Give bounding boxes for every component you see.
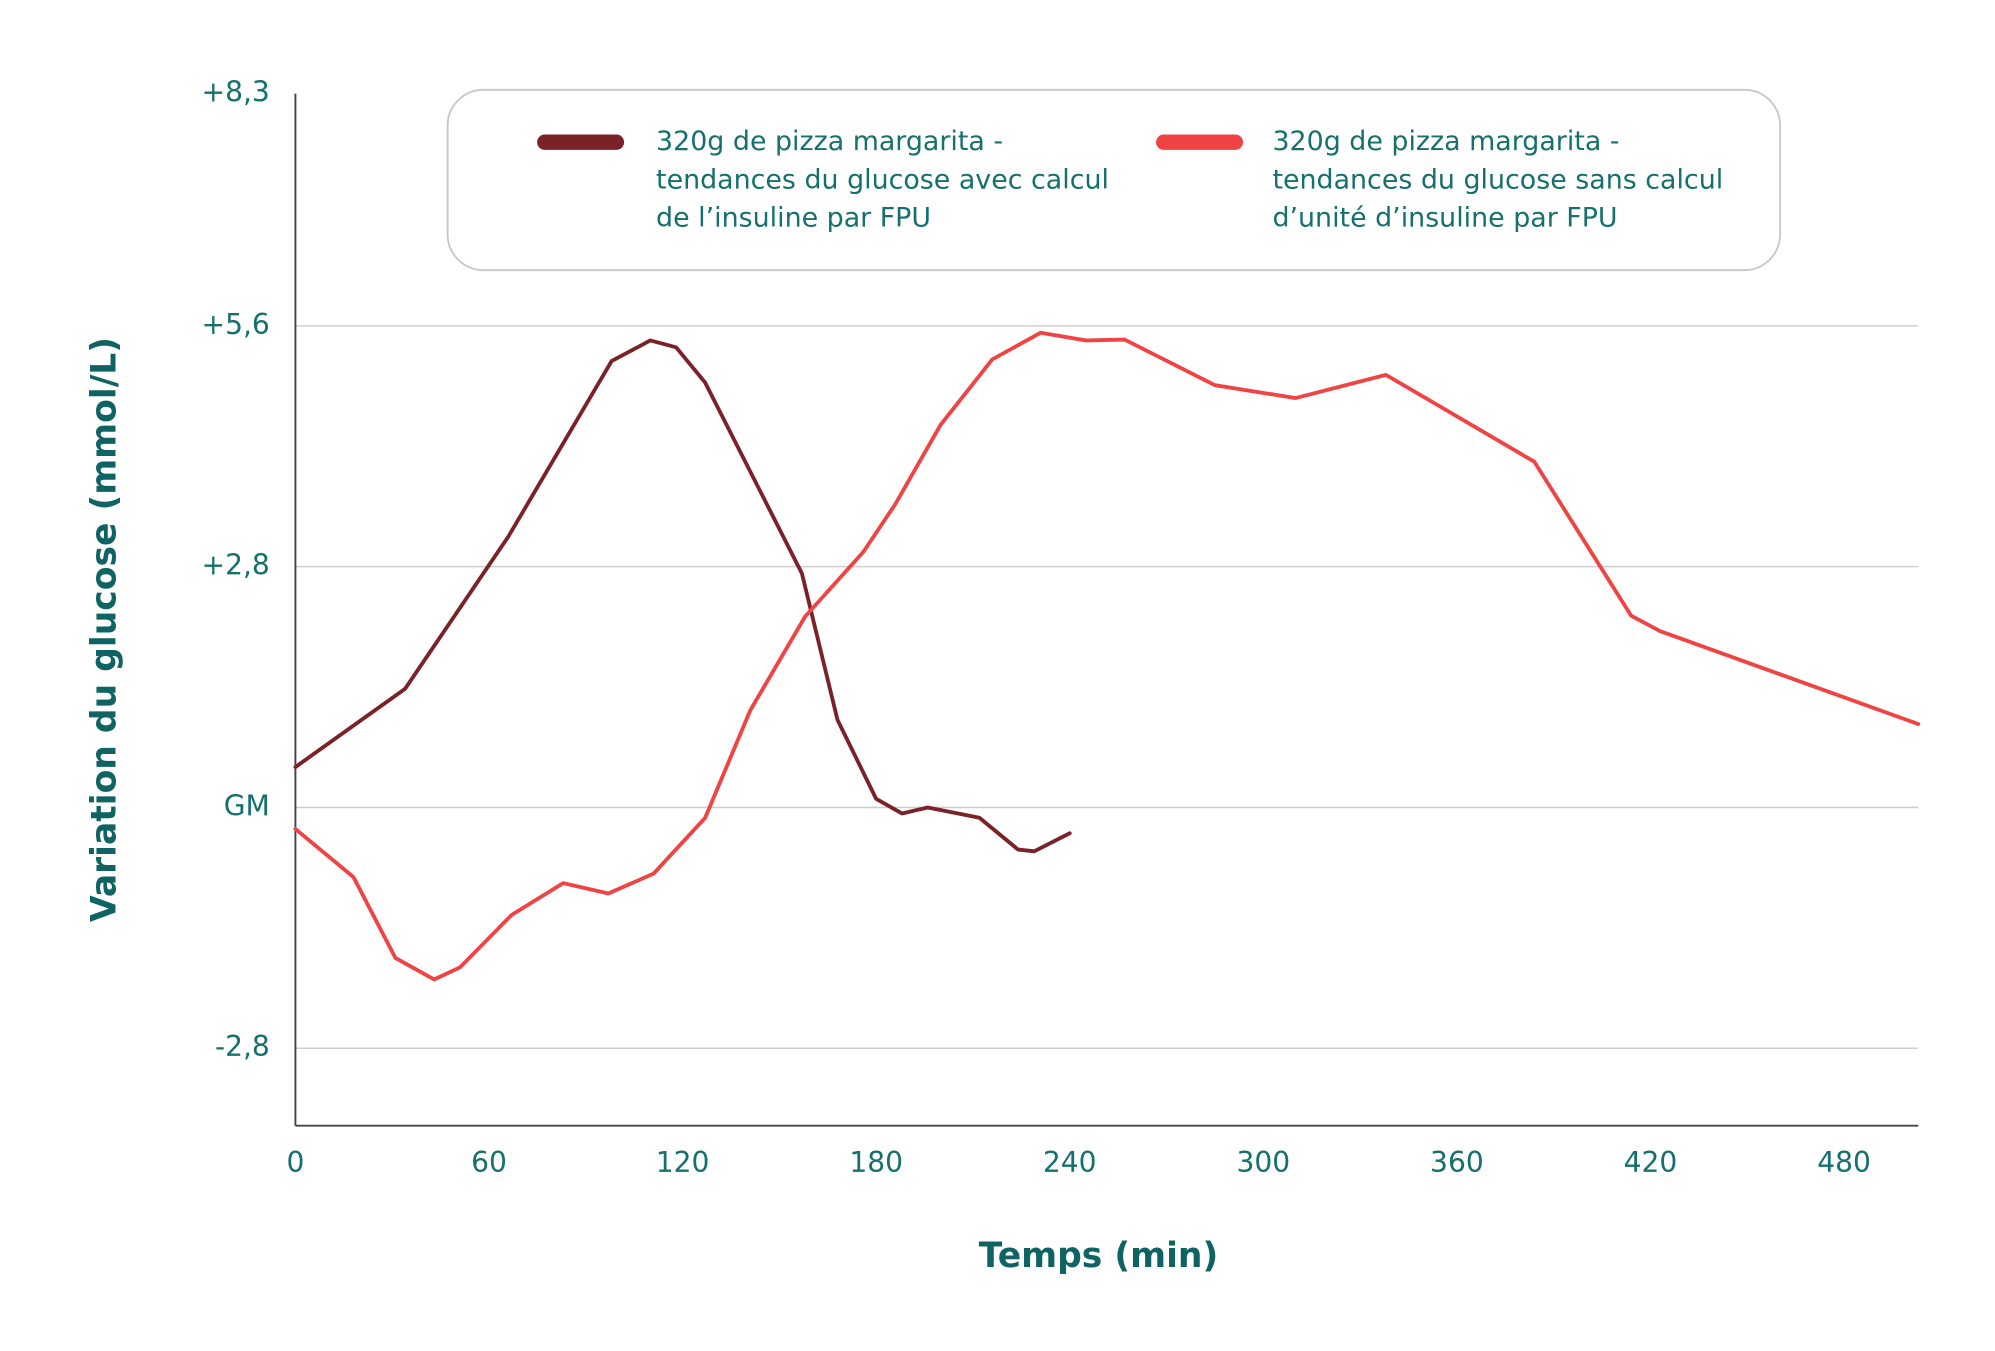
y-tick-label: +5,6 (202, 308, 270, 341)
x-axis-title: Temps (min) (979, 1236, 1219, 1276)
x-tick-label: 420 (1624, 1146, 1678, 1179)
legend-label: 320g de pizza margarita - tendances du g… (1272, 125, 1724, 234)
y-tick-label: -2,8 (215, 1030, 270, 1063)
legend-swatch (1156, 134, 1244, 150)
series-line (293, 330, 1921, 982)
x-tick-label: 120 (656, 1146, 710, 1179)
x-tick-label: 0 (286, 1146, 304, 1179)
legend-entry: 320g de pizza margarita - tendances du g… (656, 125, 1109, 234)
x-tick-label: 300 (1236, 1146, 1290, 1179)
x-tick-label: 480 (1817, 1146, 1871, 1179)
series-line (293, 338, 1072, 854)
legend-box (446, 88, 1782, 272)
legend-swatch (537, 134, 625, 150)
y-tick-label: +2,8 (202, 549, 270, 582)
x-tick-label: 180 (849, 1146, 903, 1179)
x-tick-label: 60 (471, 1146, 507, 1179)
y-tick-label: GM (224, 789, 270, 822)
y-tick-label: +8,3 (202, 76, 270, 109)
legend-entry: 320g de pizza margarita - tendances du g… (1272, 125, 1724, 234)
y-axis-title: Variation du glucose (mmol/L) (85, 337, 125, 922)
legend-label: 320g de pizza margarita - tendances du g… (656, 125, 1109, 234)
x-tick-label: 240 (1043, 1146, 1097, 1179)
x-tick-label: 360 (1430, 1146, 1484, 1179)
